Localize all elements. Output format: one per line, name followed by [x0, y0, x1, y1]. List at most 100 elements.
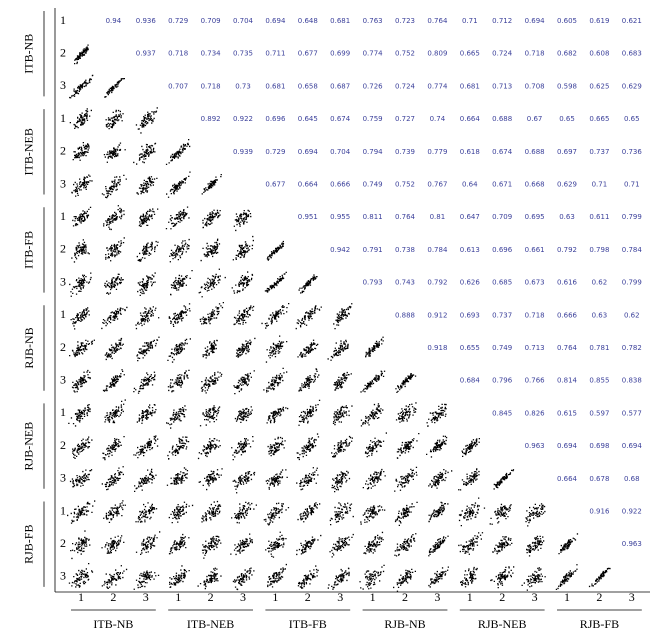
scatter-cloud — [69, 339, 95, 358]
scatter-cloud — [232, 235, 254, 261]
row-tick-label: 1 — [60, 405, 66, 419]
correlation-label: 0.838 — [622, 377, 642, 385]
row-tick-label: 3 — [60, 471, 66, 485]
column-group-label: ITB-FB — [289, 617, 327, 631]
correlation-label: 0.737 — [589, 148, 609, 156]
correlation-label: 0.94 — [106, 17, 122, 25]
scatter-cloud — [428, 501, 449, 523]
correlation-label: 0.68 — [624, 475, 640, 483]
correlation-label: 0.671 — [492, 181, 512, 189]
correlation-label: 0.681 — [460, 82, 480, 90]
correlation-label: 0.782 — [622, 344, 642, 352]
scatter-cloud — [101, 565, 128, 589]
correlation-label: 0.809 — [427, 50, 447, 58]
scatter-cloud — [197, 567, 222, 590]
correlation-label: 0.677 — [265, 181, 285, 189]
column-tick-label: 3 — [143, 590, 149, 604]
row-tick-label: 1 — [60, 307, 66, 321]
correlation-label: 0.784 — [622, 246, 643, 254]
correlation-label: 0.774 — [427, 82, 448, 90]
scatter-cloud — [167, 338, 191, 363]
correlation-label: 0.688 — [525, 148, 545, 156]
scatter-cloud — [394, 533, 417, 557]
correlation-label: 0.625 — [589, 82, 609, 90]
correlation-label: 0.845 — [492, 409, 512, 417]
row-tick-label: 2 — [60, 340, 66, 354]
correlation-label: 0.73 — [235, 82, 251, 90]
correlation-label: 0.918 — [427, 344, 447, 352]
scatter-cloud — [101, 174, 127, 199]
correlation-label: 0.759 — [363, 115, 383, 123]
correlation-label: 0.619 — [589, 17, 609, 25]
scatter-cloud — [296, 534, 322, 556]
correlation-label: 0.922 — [622, 508, 642, 516]
correlation-label: 0.666 — [330, 181, 351, 189]
row-tick-label: 1 — [60, 111, 66, 125]
scatter-cloud — [199, 302, 224, 325]
scatter-cloud — [265, 531, 287, 558]
scatter-cloud — [489, 503, 512, 525]
correlation-label: 0.916 — [589, 508, 610, 516]
row-tick-label: 3 — [60, 274, 66, 288]
scatter-cloud — [588, 567, 611, 588]
scatter-cloud — [426, 403, 447, 427]
correlation-label: 0.764 — [557, 344, 578, 352]
column-tick-label: 2 — [402, 590, 408, 604]
scatter-cloud — [297, 339, 319, 358]
column-group-label: RJB-NB — [384, 617, 425, 631]
correlation-label: 0.764 — [427, 17, 448, 25]
correlation-label: 0.737 — [492, 311, 512, 319]
correlation-label: 0.611 — [589, 213, 609, 221]
scatter-cloud — [298, 368, 320, 392]
scatter-cloud — [72, 206, 92, 227]
scatter-cloud — [168, 303, 191, 327]
column-group-label: RJB-FB — [580, 617, 619, 631]
correlation-label: 0.724 — [395, 82, 416, 90]
correlation-label: 0.735 — [233, 50, 253, 58]
scatter-cloud — [297, 502, 321, 523]
correlation-label: 0.681 — [265, 82, 285, 90]
row-tick-label: 2 — [60, 536, 66, 550]
correlation-label: 0.63 — [592, 311, 608, 319]
correlation-label: 0.707 — [168, 82, 188, 90]
correlation-label: 0.696 — [492, 246, 513, 254]
scatter-cloud — [166, 405, 187, 429]
scatter-cloud — [296, 467, 319, 491]
correlation-label: 0.674 — [492, 148, 513, 156]
correlation-label: 0.697 — [557, 148, 577, 156]
correlation-label: 0.64 — [462, 181, 478, 189]
correlation-label: 0.71 — [624, 181, 640, 189]
correlation-label: 0.678 — [589, 475, 609, 483]
scatter-cloud — [234, 406, 253, 423]
correlation-label: 0.709 — [201, 17, 221, 25]
correlation-label: 0.739 — [395, 148, 415, 156]
scatter-cloud — [363, 531, 384, 555]
correlation-label: 0.666 — [557, 311, 578, 319]
scatter-cloud — [235, 337, 256, 358]
correlation-label: 0.62 — [592, 279, 608, 287]
correlation-label: 0.699 — [330, 50, 350, 58]
scatter-cloud — [333, 371, 352, 391]
correlation-label: 0.791 — [363, 246, 383, 254]
correlation-label: 0.688 — [492, 115, 512, 123]
scatter-cloud — [261, 303, 290, 329]
correlation-label: 0.694 — [525, 17, 546, 25]
column-tick-label: 2 — [596, 590, 602, 604]
scatter-cloud — [526, 535, 545, 557]
scatter-cloud — [136, 240, 159, 262]
correlation-label: 0.682 — [557, 50, 577, 58]
scatter-cloud — [69, 469, 93, 488]
row-tick-label: 2 — [60, 45, 66, 59]
scatter-cloud — [74, 44, 89, 65]
scatter-cloud — [165, 139, 191, 165]
column-tick-label: 3 — [434, 590, 440, 604]
row-group-label: ITB-NB — [22, 34, 36, 74]
correlation-label: 0.629 — [557, 181, 577, 189]
correlation-label: 0.629 — [622, 82, 642, 90]
correlation-label: 0.922 — [233, 115, 253, 123]
correlation-label: 0.764 — [395, 213, 416, 221]
correlation-label: 0.645 — [298, 115, 318, 123]
scatter-cloud — [104, 78, 125, 98]
scatter-cloud — [135, 531, 161, 555]
